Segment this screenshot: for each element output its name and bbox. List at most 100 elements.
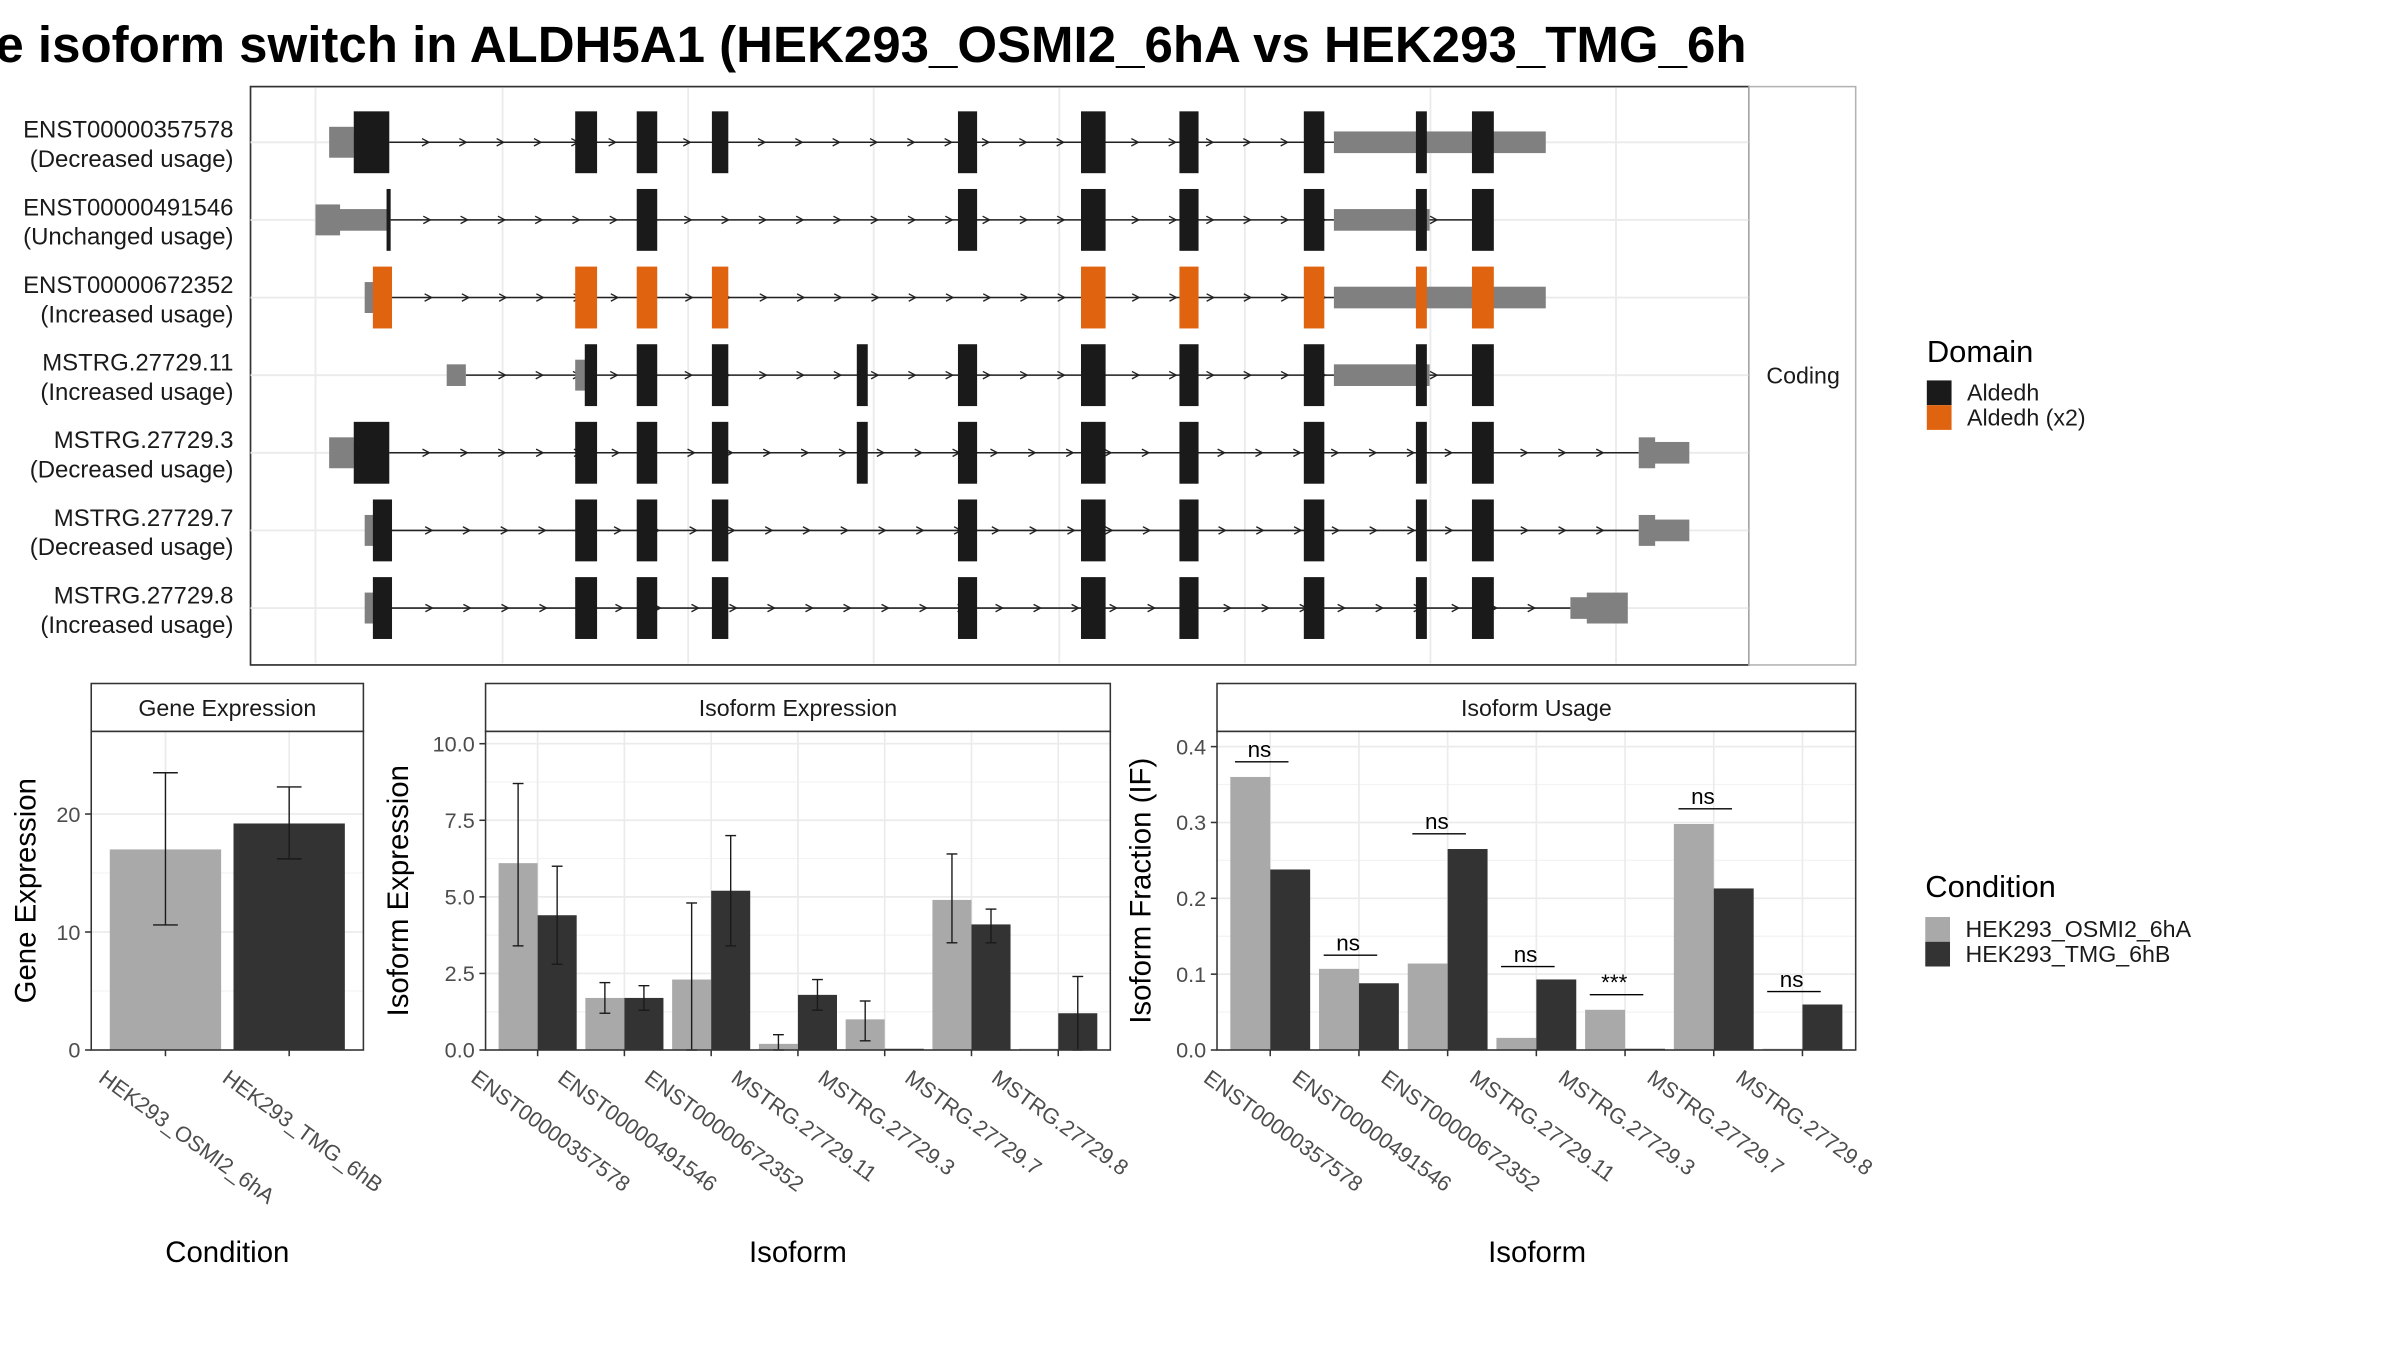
utr-block — [334, 131, 354, 154]
intron-arrow — [796, 293, 806, 302]
panel-strip — [1216, 682, 1857, 733]
intron-arrow — [610, 293, 620, 302]
transcript-label-status: (Decreased usage) — [30, 146, 234, 173]
intron-arrow — [944, 215, 954, 225]
exon-aldedh — [1179, 499, 1199, 562]
intron-arrow — [838, 448, 848, 458]
intron-arrow — [1218, 526, 1227, 535]
intron-arrow — [689, 526, 699, 535]
significance-label: ns — [1336, 931, 1360, 956]
intron-arrow — [1444, 526, 1454, 535]
transcript-label-id: ENST00000672352 — [23, 272, 233, 299]
intron-arrow — [422, 448, 431, 458]
intron-arrow — [422, 215, 432, 225]
y-tick-label: 5.0 — [445, 885, 475, 910]
exon-aldedh — [957, 577, 978, 639]
intron-arrow — [424, 526, 434, 535]
isoform-expression-panel: Isoform Expression ENST00000357578ENST000… — [382, 682, 1133, 1269]
intron-arrow — [1280, 293, 1290, 302]
transcript-label-id: ENST00000491546 — [23, 194, 233, 221]
domain-legend-label-aldedh-x2: Aldedh (x2) — [1967, 404, 2086, 430]
intron-arrow — [1337, 603, 1347, 613]
intron-arrow — [869, 137, 879, 147]
intron-arrow — [1243, 370, 1253, 380]
intron-arrow — [1527, 603, 1537, 613]
exon-aldedh — [1080, 111, 1106, 174]
intron-arrow — [721, 215, 731, 225]
exon-aldedh-x2 — [636, 266, 658, 329]
intron-arrow — [833, 293, 843, 302]
condition-legend-title: Condition — [1925, 869, 2056, 904]
exon-aldedh — [1471, 577, 1494, 639]
exon-aldedh — [1471, 421, 1494, 484]
exon-aldedh — [1179, 344, 1199, 407]
y-tick-label: 10.0 — [433, 731, 475, 756]
y-tick-label: 0.0 — [445, 1038, 475, 1063]
intron-arrow — [1205, 137, 1215, 147]
intron-arrow — [683, 215, 693, 225]
exon-aldedh — [1415, 499, 1427, 562]
transcript-label-id: MSTRG.27729.11 — [42, 350, 233, 377]
panel-border — [90, 730, 365, 1051]
exon-aldedh — [1303, 421, 1325, 484]
intron-arrow — [990, 448, 999, 458]
y-tick-label: 0.3 — [1176, 810, 1206, 835]
exon-aldedh — [372, 499, 393, 562]
x-tick-label-mstrg-27729-11: MSTRG.27729.11 — [727, 1065, 881, 1187]
bar-enst00000491546-tmg — [1358, 983, 1399, 1051]
transcript-label-status: (Increased usage) — [40, 379, 233, 406]
intron-arrow — [1067, 526, 1076, 535]
y-axis-title: Gene Expression — [10, 778, 43, 1003]
structure-transcript-labels: ENST00000357578(Decreased usage)ENST0000… — [23, 117, 233, 639]
transcript-label-status: (Decreased usage) — [30, 457, 234, 484]
x-tick-label-enst00000672352: ENST00000672352 — [640, 1065, 808, 1197]
transcript-label-status: (Unchanged usage) — [23, 224, 233, 251]
bar-enst00000357578-tmg — [1270, 869, 1311, 1051]
significance-label: ns — [1514, 942, 1538, 967]
transcript-track-enst00000357578 — [329, 111, 1546, 174]
exon-aldedh — [353, 421, 390, 484]
intron-arrow — [1331, 526, 1341, 535]
exon-aldedh — [1179, 111, 1199, 174]
intron-arrow — [907, 215, 917, 225]
intron-arrow — [1520, 526, 1530, 535]
intron-arrow — [539, 603, 548, 613]
y-tick-label: 0.4 — [1176, 734, 1206, 759]
intron-arrow — [1020, 293, 1029, 302]
intron-arrow — [498, 370, 507, 380]
y-tick-label: 2.5 — [445, 961, 475, 986]
exon-aldedh-x2 — [1179, 266, 1199, 329]
y-axis-title: Isoform Fraction (IF) — [1125, 758, 1158, 1024]
intron-arrow — [995, 603, 1005, 613]
transcript-track-enst00000672352 — [364, 266, 1546, 329]
intron-arrow — [684, 293, 694, 302]
significance-label: ns — [1691, 784, 1715, 809]
intron-arrow — [1407, 526, 1416, 535]
intron-arrow — [802, 526, 812, 535]
intron-arrow — [805, 603, 814, 613]
intron-arrow — [1019, 215, 1029, 225]
exon-aldedh — [575, 577, 598, 639]
exon-aldedh — [1179, 188, 1199, 251]
intron-arrow — [1243, 215, 1253, 225]
exon-aldedh — [636, 344, 658, 407]
utr-block — [315, 204, 341, 236]
intron-arrow — [758, 215, 768, 225]
intron-arrow — [1444, 448, 1454, 458]
intron-arrow — [496, 137, 506, 147]
exon-aldedh — [1080, 421, 1106, 484]
utr-block — [334, 441, 354, 464]
exon-aldedh — [1415, 421, 1427, 484]
x-axis-title: Isoform — [749, 1236, 847, 1269]
exon-aldedh-x2 — [1415, 266, 1427, 329]
intron-arrow — [1131, 215, 1141, 225]
significance-label: ns — [1425, 809, 1449, 834]
intron-arrow — [1206, 370, 1215, 380]
transcript-track-enst00000491546 — [315, 188, 1494, 251]
facet-strip — [1748, 85, 1857, 666]
utr-block — [1638, 514, 1656, 546]
gene-expression-panel: Gene ExpressionHEK293_OSMI2_6hAHEK293_TM… — [10, 682, 388, 1269]
x-tick-label-enst00000491546: ENST00000491546 — [1288, 1065, 1456, 1197]
intron-arrow — [1255, 448, 1264, 458]
